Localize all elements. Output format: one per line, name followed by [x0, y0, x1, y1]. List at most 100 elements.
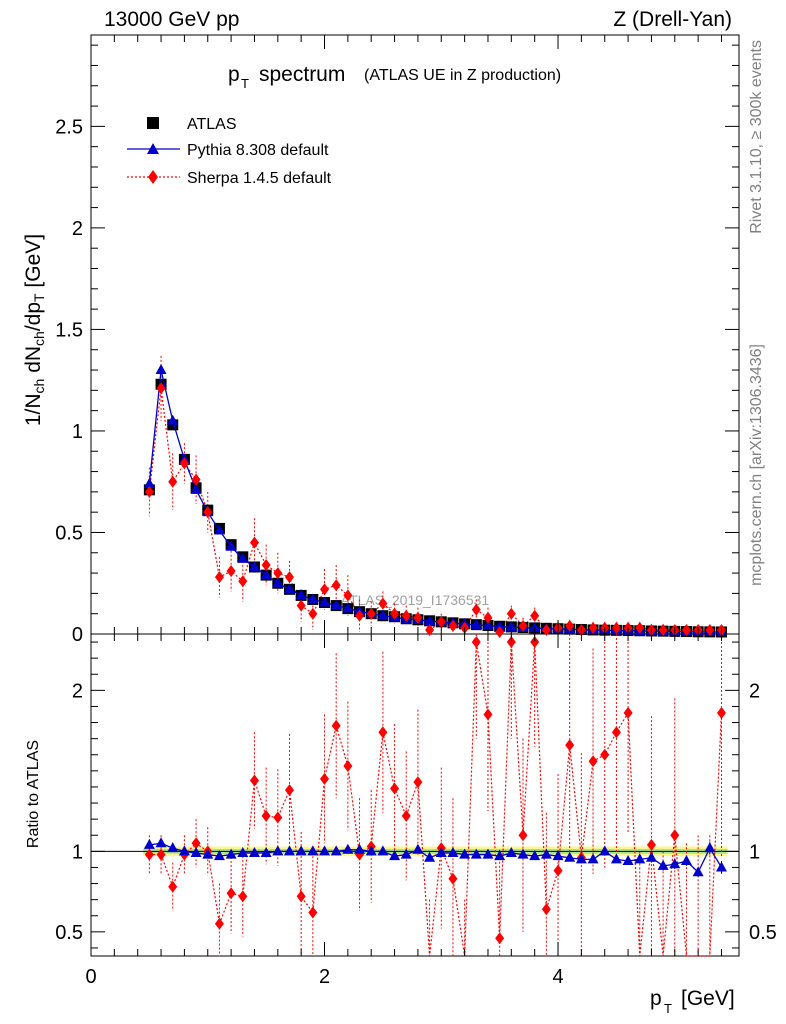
pythia-point	[272, 577, 284, 588]
ratio-sherpa-point	[565, 739, 575, 752]
ratio-pythia-point	[342, 843, 354, 854]
ratio-sherpa-point	[343, 760, 353, 773]
title-sub: T	[241, 76, 249, 91]
main-y-axis-label-text: 1/Nch dNch/dpT [GeV]	[22, 234, 47, 426]
sherpa-point	[705, 623, 715, 636]
ylabel-part: ch	[31, 331, 47, 346]
ratio-sherpa-point	[249, 774, 259, 787]
ratio-sherpa-point	[308, 906, 318, 919]
xlabel-p: p	[650, 987, 662, 1010]
legend-atlas-marker	[147, 117, 159, 129]
ratio-y-tick-label-right: 1	[749, 841, 760, 863]
ratio-pythia-point	[143, 838, 155, 849]
x-tick-label: 4	[552, 966, 563, 988]
main-y-tick-label: 1.5	[55, 319, 83, 341]
sherpa-point	[144, 485, 154, 498]
sherpa-point	[518, 619, 528, 632]
ratio-pythia-point	[400, 848, 412, 859]
main-y-tick-label: 0	[72, 624, 83, 646]
sherpa-point	[273, 567, 283, 580]
ratio-pythia-point	[295, 845, 307, 856]
ratio-pythia-point	[540, 848, 552, 859]
ratio-y-tick-label-right: 2	[749, 680, 760, 702]
sherpa-point	[179, 457, 189, 470]
ratio-pythia-point	[248, 846, 260, 857]
sherpa-point	[238, 575, 248, 588]
sherpa-point	[378, 597, 388, 610]
sherpa-point	[331, 579, 341, 592]
sherpa-point	[308, 607, 318, 620]
header-left: 13000 GeV pp	[104, 8, 239, 31]
pythia-point	[424, 615, 436, 626]
pythia-point	[377, 609, 389, 620]
ratio-sherpa-point	[390, 782, 400, 795]
sherpa-point	[320, 583, 330, 596]
ratio-sherpa-point	[191, 837, 201, 850]
ratio-pythia-point	[435, 846, 447, 857]
pythia-point	[167, 414, 179, 425]
sherpa-point	[296, 599, 306, 612]
legend-sherpa-marker	[148, 170, 158, 184]
sherpa-point	[611, 621, 621, 634]
ratio-sherpa-point	[600, 748, 610, 761]
pythia-point	[237, 552, 249, 563]
ratio-pythia-point	[225, 848, 237, 859]
ratio-y-tick-label: 1	[72, 841, 83, 863]
ratio-sherpa-point	[611, 726, 621, 739]
ratio-sherpa-point	[296, 890, 306, 903]
ratio-y-axis-label: Ratio to ATLAS	[25, 740, 42, 848]
title-word: spectrum	[259, 63, 345, 86]
pythia-point	[505, 621, 517, 632]
x-tick-label: 0	[85, 966, 96, 988]
ratio-pythia-point	[564, 851, 576, 862]
sherpa-point	[343, 589, 353, 602]
ratio-pythia-point	[389, 850, 401, 861]
ratio-pythia-point	[237, 846, 249, 857]
analysis-watermark: ATLAS_2019_I1736531	[341, 592, 490, 608]
ratio-pythia-point	[213, 850, 225, 861]
sherpa-point	[425, 623, 435, 636]
ratio-pythia-point	[412, 843, 424, 854]
sherpa-point	[541, 623, 551, 636]
sherpa-point	[355, 609, 365, 622]
ratio-sherpa-point	[471, 636, 481, 649]
title-p: p	[228, 63, 240, 86]
sherpa-point	[588, 621, 598, 634]
pythia-point	[330, 599, 342, 610]
ratio-pythia-point	[377, 845, 389, 856]
sherpa-point	[203, 506, 213, 519]
ratio-plot-layer	[91, 634, 739, 957]
pythia-point	[470, 618, 482, 629]
sherpa-point	[261, 558, 271, 571]
sherpa-point	[156, 382, 166, 395]
x-tick-label: 2	[319, 966, 330, 988]
ratio-pythia-point	[552, 850, 564, 861]
ratio-sherpa-point	[284, 784, 294, 797]
sherpa-point	[168, 475, 178, 488]
side-mcplots-label: mcplots.cern.ch [arXiv:1306.3436]	[748, 344, 765, 586]
sherpa-point	[483, 611, 493, 624]
header-right: Z (Drell-Yan)	[613, 8, 732, 31]
ratio-pythia-point	[622, 855, 634, 866]
pythia-point	[213, 524, 225, 535]
main-y-tick-label: 1	[72, 421, 83, 443]
ratio-sherpa-point	[646, 838, 656, 851]
ratio-pythia-point	[517, 848, 529, 859]
sherpa-point	[448, 619, 458, 632]
ylabel-part: dN	[22, 346, 45, 379]
pythia-point	[155, 364, 167, 375]
ratio-pythia-point	[587, 853, 599, 864]
pythia-point	[319, 596, 331, 607]
ratio-pythia-point	[272, 845, 284, 856]
ratio-sherpa-point	[553, 864, 563, 877]
sherpa-point	[530, 609, 540, 622]
xlabel-unit: [GeV]	[681, 987, 735, 1010]
ratio-y-tick-label: 2	[72, 680, 83, 702]
ratio-pythia-point	[482, 848, 494, 859]
ratio-pythia-point	[424, 851, 436, 862]
sherpa-point	[506, 607, 516, 620]
ratio-pythia-point	[657, 859, 669, 870]
ratio-plot-frame	[90, 633, 740, 957]
ratio-pythia-point	[470, 848, 482, 859]
ratio-pythia-point	[354, 843, 366, 854]
